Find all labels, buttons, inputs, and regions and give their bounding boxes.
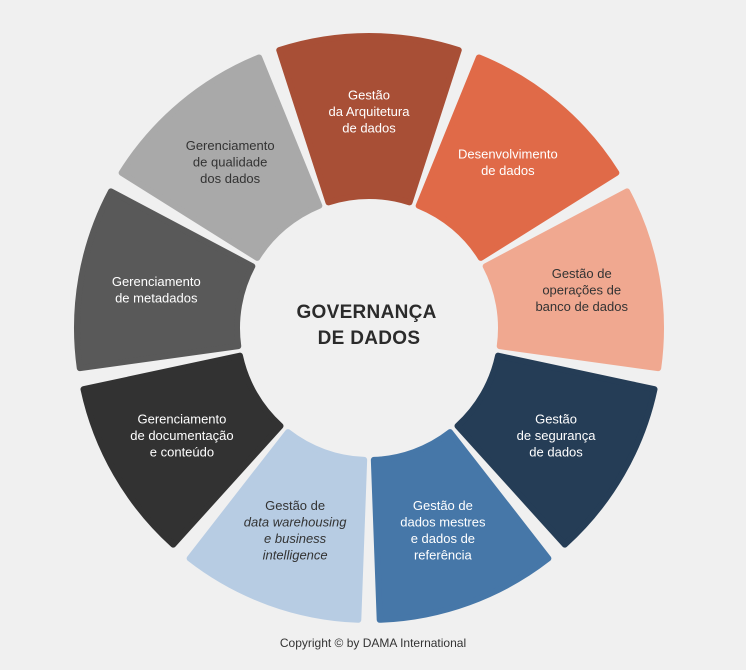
segment-label-line: Gestão de (413, 498, 473, 513)
segment-label-line: referência (414, 548, 473, 563)
segment-arquitetura (276, 33, 462, 206)
segment-label-line: e dados de (411, 531, 475, 546)
center-title: GOVERNANÇA DE DADOS (296, 302, 441, 349)
segment-label-operacoes: Gestão de operações de banco de dados (535, 266, 628, 314)
segment-mestres (370, 429, 552, 623)
segment-label-line: Gestão (348, 88, 390, 103)
segment-label-line: Desenvolvimento (458, 146, 558, 161)
segment-operacoes (482, 188, 664, 372)
segment-label-metadados: Gerenciamento de metadados (112, 274, 201, 306)
segment-label-line: Gerenciamento (186, 138, 275, 153)
segment-label-line: Gestão de (552, 266, 612, 281)
segment-label-line: de dados (481, 163, 535, 178)
segment-desenvolvimento (415, 54, 620, 261)
segment-label-line: de qualidade (193, 155, 267, 170)
segment-documentacao (80, 352, 284, 548)
segment-label-line: Gestão de (265, 498, 325, 513)
segment-label-line: operações de (542, 282, 621, 297)
segment-label-arquitetura: Gestão da Arquitetura de dados (329, 88, 411, 136)
center-title-line-2: DE DADOS (318, 328, 421, 349)
segment-label-warehousing: Gestão de data warehousing e business intel… (244, 498, 347, 563)
center-title-line-1: GOVERNANÇA (296, 302, 436, 323)
segment-label-line: intelligence (263, 548, 328, 563)
segment-label-line: de dados (342, 121, 396, 136)
segment-label-line: Gerenciamento (137, 412, 226, 427)
segment-seguranca (454, 352, 658, 548)
wheel-segments: Gestão da Arquitetura de dadosDesenvolvime… (74, 33, 664, 623)
segment-label-seguranca: Gestão de segurança de dados (517, 412, 597, 460)
segment-label-line: dados mestres (400, 515, 486, 530)
segment-label-documentacao: Gerenciamento de documentação e conteúdo (130, 412, 233, 460)
segment-label-line: de documentação (130, 428, 233, 443)
segment-label-line: data warehousing (244, 515, 347, 530)
segment-label-desenvolvimento: Desenvolvimento de dados (458, 146, 558, 178)
segment-label-mestres: Gestão de dados mestres e dados de referênc… (400, 498, 486, 563)
segment-label-line: de dados (529, 445, 583, 460)
segment-label-line: Gerenciamento (112, 274, 201, 289)
segment-warehousing (186, 429, 368, 623)
segment-label-line: e business (264, 531, 327, 546)
segment-label-qualidade: Gerenciamento de qualidade dos dados (186, 138, 275, 186)
segment-label-line: de segurança (517, 428, 597, 443)
segment-label-line: da Arquitetura (329, 104, 411, 119)
copyright-notice: Copyright © by DAMA International (279, 636, 467, 650)
segment-label-line: Gestão (535, 412, 577, 427)
segment-label-line: de metadados (115, 291, 198, 306)
segment-qualidade (118, 54, 323, 261)
segment-label-line: banco de dados (535, 299, 628, 314)
segment-label-line: dos dados (200, 171, 260, 186)
segment-metadados (74, 188, 256, 372)
segment-label-line: e conteúdo (150, 445, 214, 460)
